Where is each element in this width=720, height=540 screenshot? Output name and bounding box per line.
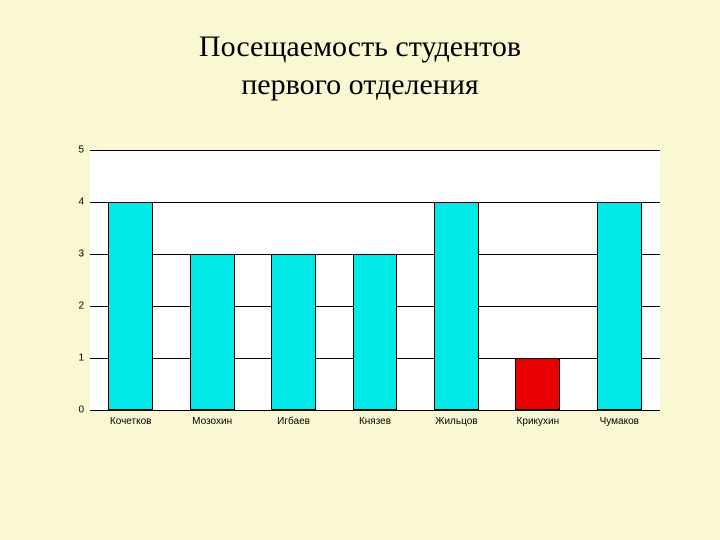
x-axis-label: Жильцов xyxy=(435,416,477,427)
slide-title: Посещаемость студентов первого отделения xyxy=(0,0,720,103)
y-axis-label: 0 xyxy=(70,405,84,416)
gridline xyxy=(90,410,660,411)
attendance-chart: 012345КочетковМозохинИгбаевКнязевЖильцов… xyxy=(70,150,660,440)
x-axis-label: Чумаков xyxy=(600,416,639,427)
slide: Посещаемость студентов первого отделения… xyxy=(0,0,720,540)
gridline xyxy=(90,150,660,151)
y-axis-label: 4 xyxy=(70,197,84,208)
y-axis-label: 2 xyxy=(70,301,84,312)
x-axis-label: Князев xyxy=(359,416,391,427)
gridline xyxy=(90,202,660,203)
title-line-1: Посещаемость студентов xyxy=(199,30,521,63)
x-axis-label: Игбаев xyxy=(277,416,310,427)
bar xyxy=(108,202,153,410)
chart-plot-area xyxy=(90,150,660,410)
bar xyxy=(353,254,398,410)
bar xyxy=(597,202,642,410)
x-axis-label: Кочетков xyxy=(110,416,152,427)
y-axis-label: 1 xyxy=(70,353,84,364)
x-axis-label: Мозохин xyxy=(192,416,232,427)
bar xyxy=(190,254,235,410)
bar xyxy=(271,254,316,410)
y-axis-label: 3 xyxy=(70,249,84,260)
bar xyxy=(434,202,479,410)
y-axis-label: 5 xyxy=(70,145,84,156)
bar xyxy=(515,358,560,410)
title-line-2: первого отделения xyxy=(241,68,478,101)
x-axis-label: Крикухин xyxy=(517,416,560,427)
